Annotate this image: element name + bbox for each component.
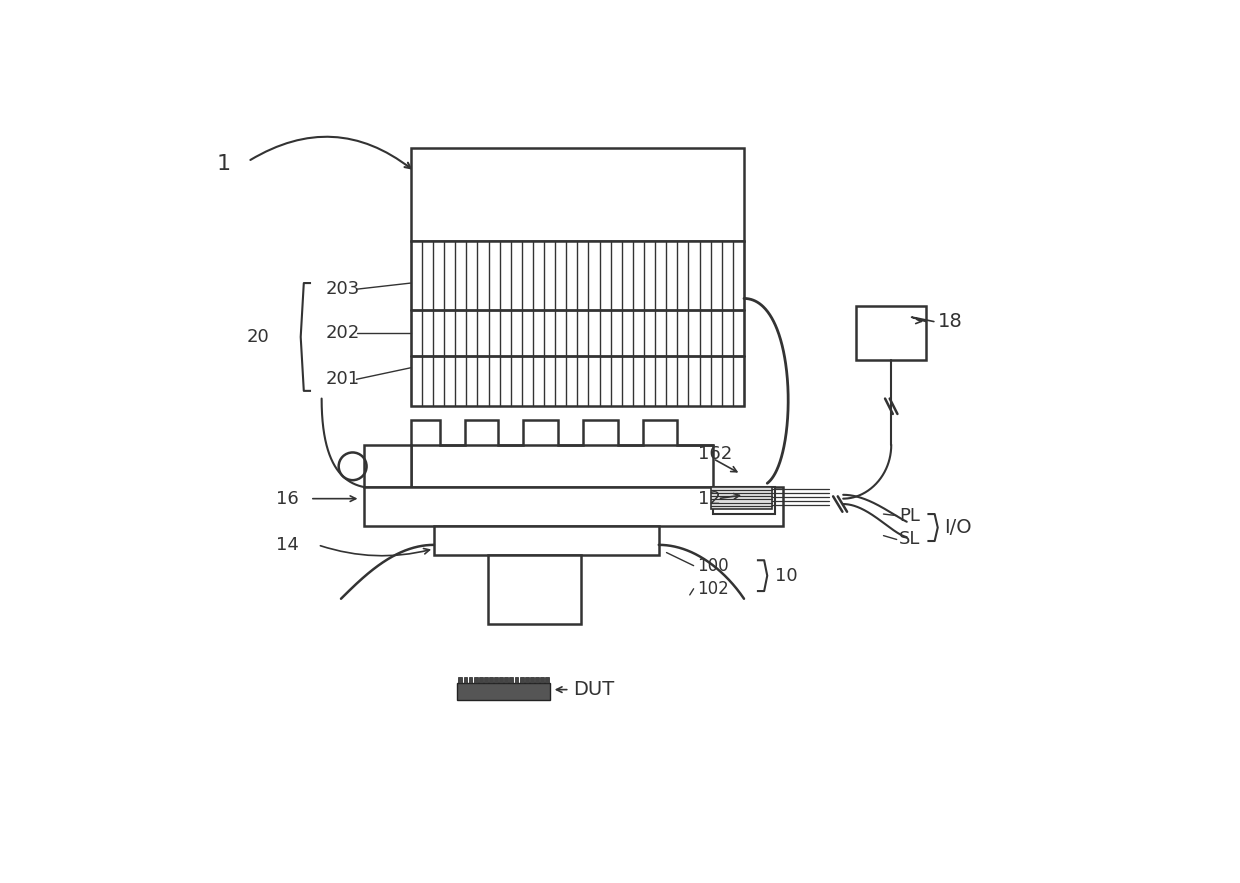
Bar	[434, 525, 658, 555]
Bar	[365, 445, 410, 487]
Bar	[505, 677, 508, 683]
Bar	[469, 677, 472, 683]
Bar	[410, 148, 744, 241]
Text: 16: 16	[275, 490, 299, 508]
Bar	[713, 487, 775, 514]
Text: 18: 18	[937, 312, 962, 331]
Bar	[515, 677, 518, 683]
Text: 102: 102	[697, 580, 729, 598]
Bar	[459, 677, 463, 683]
Bar	[529, 677, 533, 683]
Bar	[410, 445, 713, 487]
Text: DUT: DUT	[573, 680, 615, 699]
Text: I/O: I/O	[944, 517, 972, 537]
Bar	[464, 677, 467, 683]
Text: PL: PL	[899, 507, 920, 525]
Text: 203: 203	[325, 280, 360, 298]
Text: 202: 202	[325, 324, 360, 342]
Bar	[510, 677, 513, 683]
Bar	[458, 683, 551, 700]
Text: 10: 10	[775, 567, 797, 585]
Bar	[712, 487, 771, 509]
Text: 20: 20	[247, 328, 270, 346]
Bar	[520, 677, 523, 683]
Bar	[410, 241, 744, 406]
Text: 14: 14	[275, 536, 299, 554]
Bar	[525, 677, 528, 683]
Text: 12: 12	[697, 490, 720, 508]
Text: 201: 201	[325, 370, 360, 389]
Bar	[495, 677, 498, 683]
Bar	[474, 677, 477, 683]
Bar	[489, 677, 494, 683]
Text: SL: SL	[899, 531, 920, 548]
Bar	[489, 555, 582, 624]
Bar	[484, 677, 487, 683]
Text: 162: 162	[697, 445, 732, 463]
Bar	[534, 677, 539, 683]
Bar	[857, 306, 926, 360]
Bar	[479, 677, 482, 683]
Bar	[541, 677, 544, 683]
Bar	[500, 677, 503, 683]
Text: 1: 1	[216, 154, 231, 174]
Bar	[365, 487, 782, 525]
Text: 100: 100	[697, 556, 729, 575]
Bar	[546, 677, 549, 683]
